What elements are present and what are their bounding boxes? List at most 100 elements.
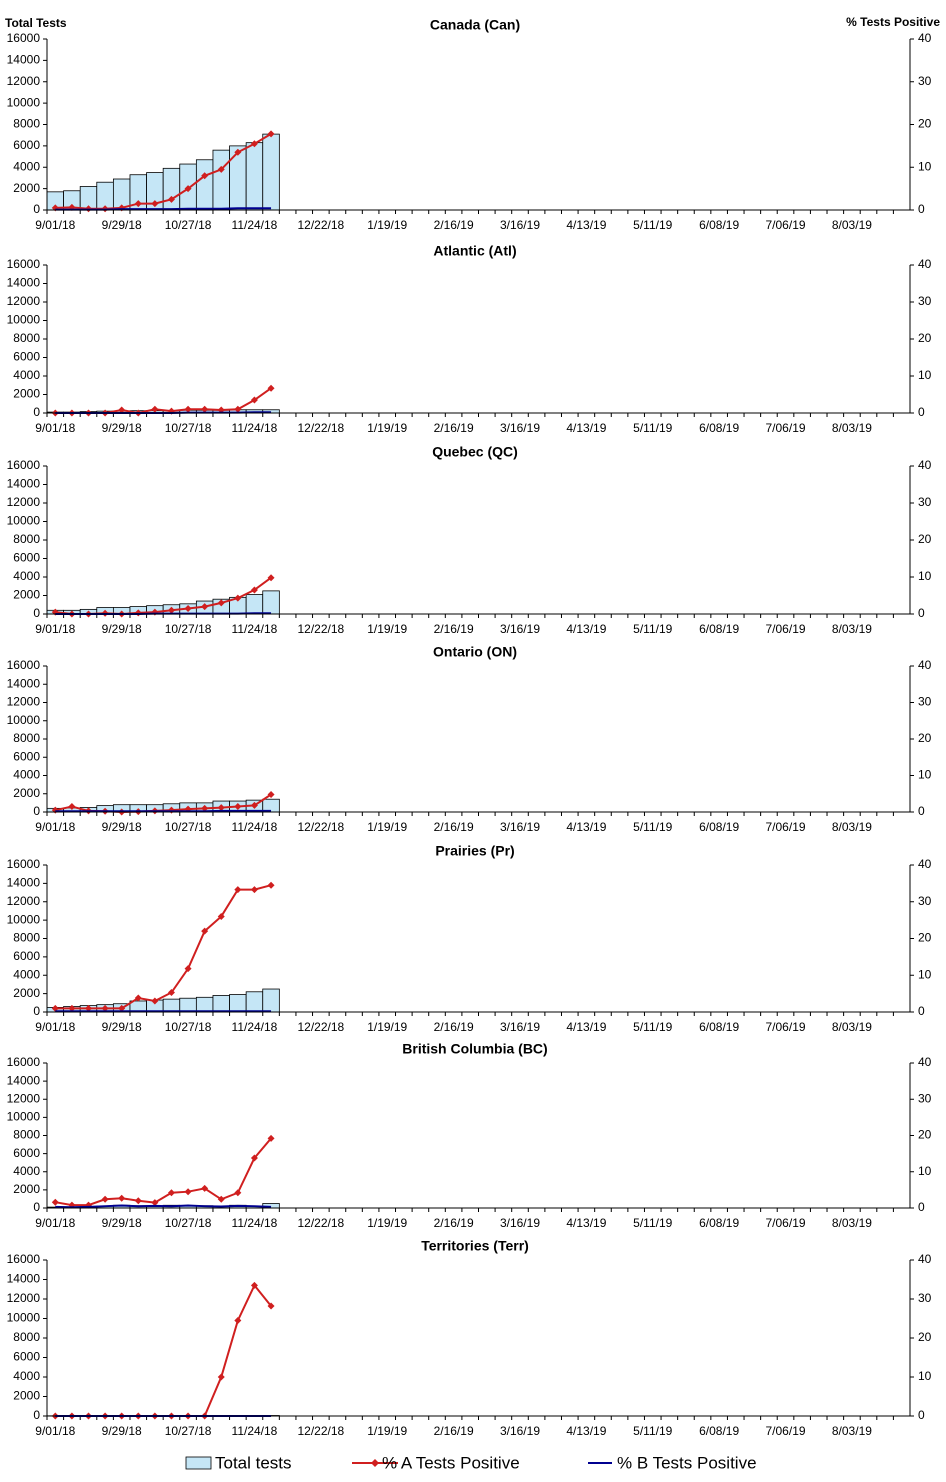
y-tick-label: 14000 [7, 53, 41, 67]
y-tick-label: 8000 [13, 1330, 40, 1344]
x-tick-label: 10/27/18 [165, 820, 212, 834]
y2-tick-label: 30 [918, 294, 932, 308]
y2-tick-label: 10 [918, 768, 932, 782]
y2-tick-label: 0 [918, 606, 925, 620]
x-tick-label: 1/19/19 [367, 1216, 407, 1230]
legend-label: % A Tests Positive [382, 1453, 520, 1472]
chart-title: Prairies (Pr) [435, 843, 514, 859]
x-tick-label: 6/08/19 [699, 421, 739, 435]
bar [246, 595, 263, 614]
y-tick-label: 4000 [13, 768, 40, 782]
x-tick-label: 2/16/19 [434, 1216, 474, 1230]
marker [268, 882, 275, 889]
x-tick-label: 9/01/18 [35, 1424, 75, 1438]
x-tick-label: 3/16/19 [500, 421, 540, 435]
bar [263, 591, 280, 614]
x-tick-label: 5/11/19 [633, 1424, 672, 1438]
x-tick-label: 7/06/19 [766, 622, 806, 636]
y2-tick-label: 0 [918, 405, 925, 419]
chart-title: Canada (Can) [430, 17, 520, 33]
x-tick-label: 5/11/19 [633, 218, 672, 232]
legend-swatch [186, 1457, 211, 1469]
y-tick-label: 8000 [13, 331, 40, 345]
legend-label: % B Tests Positive [617, 1453, 757, 1472]
x-tick-label: 11/24/18 [232, 1216, 278, 1230]
y-tick-label: 12000 [7, 495, 41, 509]
x-tick-label: 8/03/19 [832, 820, 872, 834]
x-tick-label: 10/27/18 [165, 1020, 212, 1034]
y-tick-label: 0 [33, 606, 40, 620]
y2-tick-label: 40 [918, 458, 932, 472]
y-tick-label: 2000 [13, 181, 40, 195]
y-tick-label: 6000 [13, 1350, 40, 1364]
y2-tick-label: 10 [918, 1369, 932, 1383]
x-tick-label: 11/24/18 [232, 820, 278, 834]
x-tick-label: 3/16/19 [500, 820, 540, 834]
x-tick-label: 8/03/19 [832, 1216, 872, 1230]
x-tick-label: 7/06/19 [766, 1216, 806, 1230]
x-tick-label: 11/24/18 [232, 218, 278, 232]
x-tick-label: 4/13/19 [566, 1424, 606, 1438]
y-tick-label: 2000 [13, 588, 40, 602]
x-tick-label: 4/13/19 [566, 421, 606, 435]
x-tick-label: 6/08/19 [699, 1020, 739, 1034]
y2-tick-label: 10 [918, 159, 932, 173]
y-tick-label: 10000 [7, 713, 41, 727]
y-tick-label: 6000 [13, 949, 40, 963]
y-tick-label: 12000 [7, 1291, 41, 1305]
x-tick-label: 9/29/18 [102, 820, 142, 834]
bar [213, 150, 230, 210]
x-tick-label: 10/27/18 [165, 1424, 212, 1438]
bar [246, 143, 263, 210]
chart-title: Quebec (QC) [432, 444, 518, 460]
y2-tick-label: 30 [918, 695, 932, 709]
y2-tick-label: 30 [918, 1291, 932, 1305]
x-tick-label: 1/19/19 [367, 1424, 407, 1438]
y2-tick-label: 30 [918, 894, 932, 908]
y-tick-label: 0 [33, 1004, 40, 1018]
marker [234, 1189, 241, 1196]
y-tick-label: 14000 [7, 876, 41, 890]
y-tick-label: 16000 [7, 658, 41, 672]
marker [118, 1195, 125, 1202]
y-tick-label: 16000 [7, 257, 41, 271]
y-tick-label: 4000 [13, 368, 40, 382]
y2-tick-label: 30 [918, 74, 932, 88]
y2-tick-label: 10 [918, 368, 932, 382]
bar [213, 995, 230, 1012]
x-tick-label: 9/29/18 [102, 622, 142, 636]
x-tick-label: 9/01/18 [35, 820, 75, 834]
y-tick-label: 0 [33, 1408, 40, 1422]
x-tick-label: 5/11/19 [633, 1020, 672, 1034]
x-tick-label: 6/08/19 [699, 1424, 739, 1438]
chart-title: British Columbia (BC) [402, 1041, 547, 1057]
x-tick-label: 5/11/19 [633, 622, 672, 636]
x-tick-label: 1/19/19 [367, 1020, 407, 1034]
x-tick-label: 4/13/19 [566, 1216, 606, 1230]
x-tick-label: 8/03/19 [832, 1020, 872, 1034]
y-tick-label: 0 [33, 1200, 40, 1214]
bar [163, 168, 180, 210]
bar [230, 995, 247, 1012]
x-tick-label: 7/06/19 [766, 421, 806, 435]
y-tick-label: 0 [33, 405, 40, 419]
y2-tick-label: 20 [918, 117, 932, 131]
y2-tick-label: 0 [918, 804, 925, 818]
x-tick-label: 6/08/19 [699, 820, 739, 834]
bar [196, 997, 213, 1012]
x-tick-label: 4/13/19 [566, 820, 606, 834]
x-tick-label: 3/16/19 [500, 218, 540, 232]
x-tick-label: 3/16/19 [500, 622, 540, 636]
y-tick-label: 2000 [13, 387, 40, 401]
y-tick-label: 14000 [7, 676, 41, 690]
marker [135, 1197, 142, 1204]
x-tick-label: 10/27/18 [165, 218, 212, 232]
y-tick-label: 4000 [13, 967, 40, 981]
y-tick-label: 8000 [13, 1128, 40, 1142]
x-tick-label: 9/01/18 [35, 218, 75, 232]
x-tick-label: 3/16/19 [500, 1216, 540, 1230]
y2-tick-label: 0 [918, 1004, 925, 1018]
marker [251, 886, 258, 893]
y2-tick-label: 20 [918, 331, 932, 345]
